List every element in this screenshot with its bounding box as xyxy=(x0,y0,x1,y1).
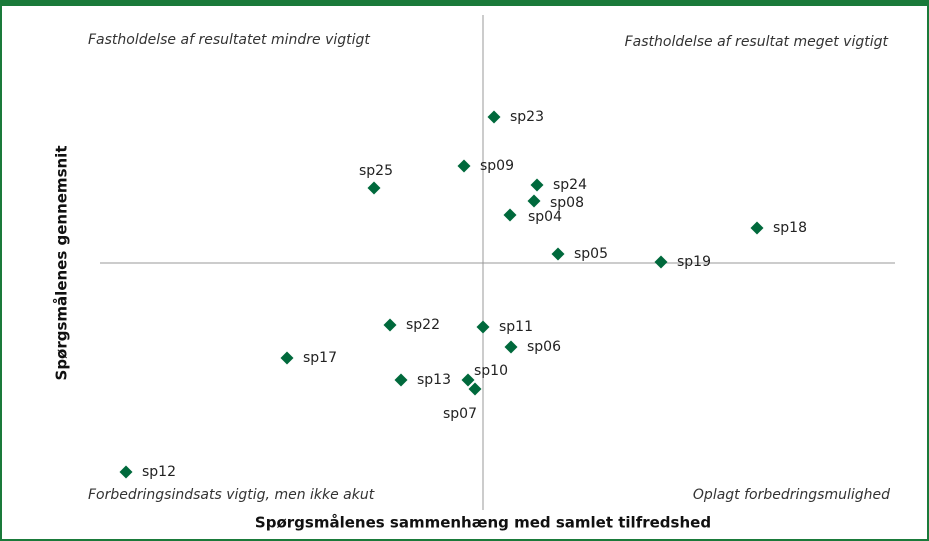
quadrant-label: Fastholdelse af resultatet mindre vigtig… xyxy=(88,32,370,48)
point-label: sp13 xyxy=(417,372,451,388)
point xyxy=(487,110,501,124)
point xyxy=(468,382,482,396)
point xyxy=(280,351,294,365)
point xyxy=(527,194,541,208)
point xyxy=(457,159,471,173)
quadrant-label: Fastholdelse af resultat meget vigtigt xyxy=(625,34,889,50)
point-label: sp06 xyxy=(527,339,561,355)
point xyxy=(750,221,764,235)
point-label: sp22 xyxy=(406,317,440,333)
point-label: sp12 xyxy=(142,464,176,480)
point-label: sp25 xyxy=(359,163,393,179)
quadrant-label: Oplagt forbedringsmulighed xyxy=(693,487,890,503)
point-label: sp08 xyxy=(550,195,584,211)
point-label: sp10 xyxy=(474,363,508,379)
point xyxy=(551,247,565,261)
point-label: sp24 xyxy=(553,177,587,193)
point-label: sp11 xyxy=(499,319,533,335)
point xyxy=(476,320,490,334)
point-label: sp04 xyxy=(528,209,562,225)
point-label: sp09 xyxy=(480,158,514,174)
x-axis-label: Spørgsmålenes sammenhæng med samlet tilf… xyxy=(255,514,711,532)
point xyxy=(383,318,397,332)
point-label: sp18 xyxy=(773,220,807,236)
point-label: sp17 xyxy=(303,350,337,366)
point xyxy=(461,373,475,387)
point xyxy=(367,181,381,195)
point-label: sp07 xyxy=(443,406,477,422)
point-label: sp23 xyxy=(510,109,544,125)
point xyxy=(394,373,408,387)
point xyxy=(654,255,668,269)
point xyxy=(503,208,517,222)
point-label: sp19 xyxy=(677,254,711,270)
quadrant-label: Forbedringsindsats vigtig, men ikke akut xyxy=(88,487,375,503)
point-label: sp05 xyxy=(574,246,608,262)
y-axis-label: Spørgsmålenes gennemsnit xyxy=(53,146,71,381)
point xyxy=(119,465,133,479)
top-band xyxy=(0,0,929,6)
point xyxy=(530,178,544,192)
point xyxy=(504,340,518,354)
